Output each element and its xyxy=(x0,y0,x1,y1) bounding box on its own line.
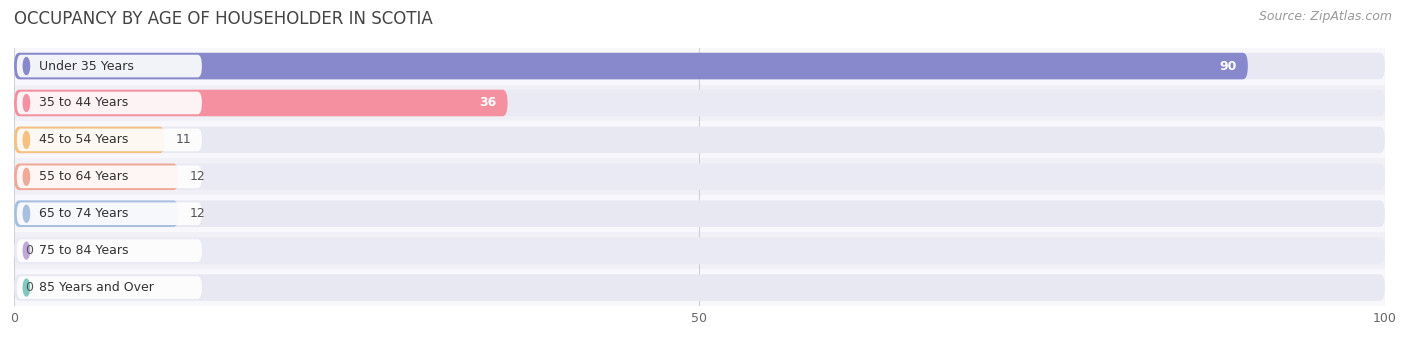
FancyBboxPatch shape xyxy=(14,200,1385,227)
Circle shape xyxy=(24,57,30,74)
Circle shape xyxy=(24,242,30,259)
Circle shape xyxy=(24,279,30,296)
FancyBboxPatch shape xyxy=(17,239,202,262)
FancyBboxPatch shape xyxy=(14,164,179,190)
FancyBboxPatch shape xyxy=(14,200,179,227)
FancyBboxPatch shape xyxy=(14,90,508,116)
FancyBboxPatch shape xyxy=(14,48,1385,85)
FancyBboxPatch shape xyxy=(17,55,202,78)
Circle shape xyxy=(24,168,30,185)
Text: Source: ZipAtlas.com: Source: ZipAtlas.com xyxy=(1258,10,1392,23)
FancyBboxPatch shape xyxy=(14,269,1385,306)
Text: 55 to 64 Years: 55 to 64 Years xyxy=(39,170,128,183)
FancyBboxPatch shape xyxy=(17,202,202,225)
Text: OCCUPANCY BY AGE OF HOUSEHOLDER IN SCOTIA: OCCUPANCY BY AGE OF HOUSEHOLDER IN SCOTI… xyxy=(14,10,433,28)
Text: 65 to 74 Years: 65 to 74 Years xyxy=(39,207,128,220)
Text: 75 to 84 Years: 75 to 84 Years xyxy=(39,244,128,257)
Text: 0: 0 xyxy=(25,281,32,294)
FancyBboxPatch shape xyxy=(14,53,1385,79)
Text: 12: 12 xyxy=(190,207,205,220)
FancyBboxPatch shape xyxy=(14,90,1385,116)
Text: 90: 90 xyxy=(1219,59,1237,72)
Text: 12: 12 xyxy=(190,170,205,183)
FancyBboxPatch shape xyxy=(17,276,202,299)
FancyBboxPatch shape xyxy=(14,53,1249,79)
Text: 0: 0 xyxy=(25,244,32,257)
FancyBboxPatch shape xyxy=(17,92,202,114)
FancyBboxPatch shape xyxy=(14,158,1385,195)
FancyBboxPatch shape xyxy=(14,126,165,153)
FancyBboxPatch shape xyxy=(14,121,1385,158)
Text: 11: 11 xyxy=(176,133,191,147)
Text: 36: 36 xyxy=(479,97,496,109)
FancyBboxPatch shape xyxy=(14,274,1385,301)
FancyBboxPatch shape xyxy=(17,129,202,151)
FancyBboxPatch shape xyxy=(14,237,1385,264)
Text: 45 to 54 Years: 45 to 54 Years xyxy=(39,133,128,147)
Circle shape xyxy=(24,95,30,112)
Text: 85 Years and Over: 85 Years and Over xyxy=(39,281,153,294)
Circle shape xyxy=(24,132,30,148)
FancyBboxPatch shape xyxy=(14,195,1385,232)
FancyBboxPatch shape xyxy=(14,164,1385,190)
FancyBboxPatch shape xyxy=(17,166,202,188)
FancyBboxPatch shape xyxy=(14,85,1385,121)
FancyBboxPatch shape xyxy=(14,126,1385,153)
Circle shape xyxy=(24,205,30,222)
Text: Under 35 Years: Under 35 Years xyxy=(39,59,134,72)
Text: 35 to 44 Years: 35 to 44 Years xyxy=(39,97,128,109)
FancyBboxPatch shape xyxy=(14,232,1385,269)
